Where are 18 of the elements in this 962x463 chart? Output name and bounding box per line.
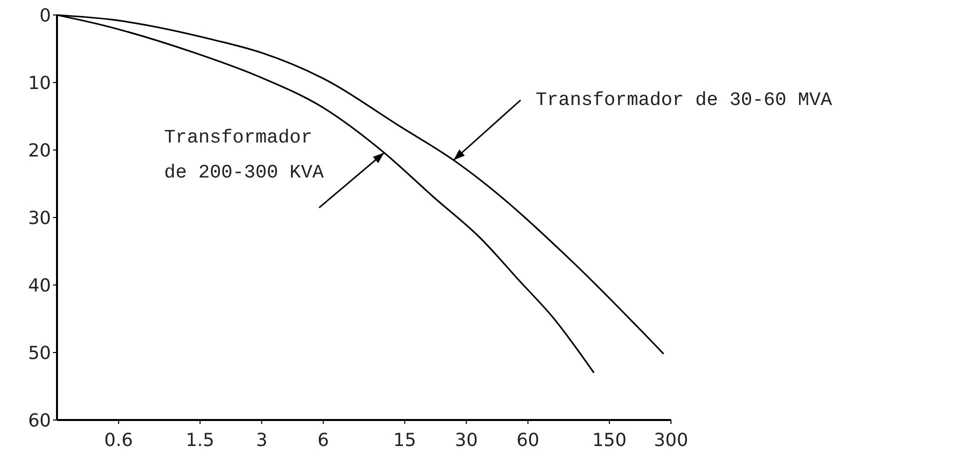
y-tick-label: 20: [28, 140, 51, 162]
y-tick-label: 0: [40, 5, 51, 26]
y-tick-label: 30: [28, 208, 51, 229]
x-tick-label: 1.5: [186, 430, 214, 451]
x-tick-label: 15: [393, 430, 416, 451]
annotation: Transformador de 30-60 MVA: [536, 89, 833, 112]
x-tick-label: 6: [318, 430, 330, 451]
y-tick-label: 10: [28, 72, 51, 94]
y-tick-label: 40: [28, 275, 51, 296]
annotation: Transformador de 200-300 KVA: [164, 126, 324, 184]
y-tick-label: 60: [28, 410, 51, 432]
x-tick-label: 0.6: [104, 430, 133, 451]
x-tick-label: 150: [592, 430, 627, 451]
y-tick-label: 50: [28, 342, 51, 364]
x-tick-label: 60: [516, 430, 540, 451]
x-tick-label: 30: [454, 430, 478, 451]
x-tick-label: 300: [654, 430, 688, 451]
x-tick-label: 3: [256, 430, 268, 451]
